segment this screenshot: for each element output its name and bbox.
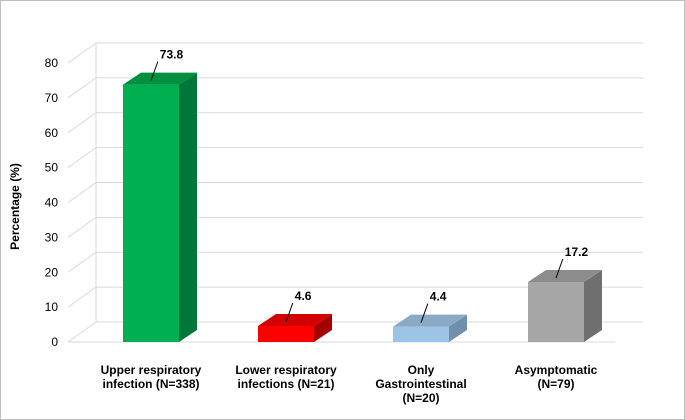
y-tick-label: 50: [45, 161, 59, 175]
y-tick-label: 70: [45, 91, 59, 105]
category-label-line: (N=79): [537, 377, 574, 391]
data-label: 4.6: [295, 289, 312, 303]
category-label-line: Lower respiratory: [235, 363, 337, 377]
bar-front: [393, 326, 449, 342]
gridline-diagonal: [67, 182, 97, 203]
bar-top: [258, 313, 332, 326]
category-label-line: Upper respiratory: [101, 363, 202, 377]
bar-top: [123, 72, 197, 85]
y-tick-label: 10: [45, 300, 59, 314]
bar-2: [258, 313, 332, 342]
bar-top: [393, 314, 467, 327]
bar-side: [179, 72, 197, 342]
category-label: Lower respiratory infections (N=21): [235, 363, 337, 391]
bar-3: [393, 314, 467, 342]
gridline-diagonal: [67, 251, 97, 273]
data-label-leader: [420, 303, 429, 323]
category-label-line: infection (N=338): [102, 377, 199, 391]
bar-top: [528, 270, 602, 283]
category-label: Only Gastrointestinal (N=20): [375, 363, 466, 405]
gridline-diagonal: [67, 321, 97, 343]
y-tick-label: 30: [45, 230, 59, 244]
category-label-line: infections (N=21): [237, 377, 334, 391]
gridline-diagonal: [67, 42, 97, 64]
y-tick-label: 60: [45, 126, 59, 140]
y-axis-ticks: 0 10 20 30 40 50 60 70 80: [45, 56, 59, 349]
bar-side: [314, 313, 332, 342]
gridline-diagonal: [67, 147, 97, 169]
y-axis-title: Percentage (%): [8, 163, 22, 250]
data-label: 17.2: [565, 245, 589, 259]
bars: 73.8 4.6 4.4 17.2: [123, 48, 602, 342]
x-axis-categories: Upper respiratory infection (N=338) Lower …: [101, 363, 598, 405]
data-label-leader: [150, 61, 159, 81]
data-label: 73.8: [160, 48, 184, 62]
data-label-leader: [285, 302, 294, 323]
category-label-line: Gastrointestinal: [375, 377, 466, 391]
gridline-diagonal: [67, 216, 97, 238]
gridline-diagonal: [67, 77, 97, 99]
bar-side: [584, 270, 602, 342]
y-tick-label: 0: [51, 335, 58, 349]
category-label-line: (N=20): [402, 391, 439, 405]
bar-front: [258, 325, 314, 342]
gridline-diagonal: [67, 112, 97, 134]
y-tick-label: 20: [45, 265, 59, 279]
category-label: Asymptomatic (N=79): [515, 363, 598, 391]
category-label-line: Asymptomatic: [515, 363, 598, 377]
y-tick-label: 40: [45, 196, 59, 210]
y-tick-label: 80: [45, 56, 59, 70]
gridline-diagonal: [67, 286, 97, 308]
data-label: 4.4: [430, 290, 447, 304]
data-label-leader: [555, 258, 564, 279]
bar-front: [528, 282, 584, 342]
bar-side: [449, 314, 467, 342]
bar-front: [123, 84, 179, 342]
category-label: Upper respiratory infection (N=338): [101, 363, 202, 391]
bar-1: [123, 72, 197, 342]
bar-4: [528, 270, 602, 342]
category-label-line: Only: [408, 363, 435, 377]
